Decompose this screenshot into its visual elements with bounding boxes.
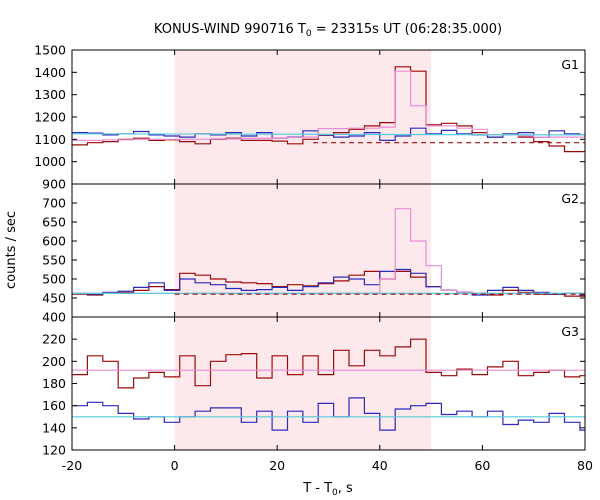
y-tick-label: 1000: [34, 154, 66, 169]
y-tick-label: 650: [42, 215, 66, 230]
panel-g1: 900 1000 1100 1200 1300 1400 1500 G1: [34, 43, 586, 192]
panel-g3: 120 140 160 180 200 220 G3: [42, 316, 586, 458]
y-tick-label: 600: [42, 234, 66, 249]
shaded-interval: [174, 317, 432, 450]
y-axis-label: counts / sec: [4, 211, 19, 289]
y-tick-label: 180: [42, 376, 66, 391]
series-dark-red-0: [72, 270, 585, 297]
x-axis-label: T - T0, s: [302, 481, 353, 498]
y-tick-label: 220: [42, 332, 66, 347]
x-tick-label: -20: [62, 458, 82, 473]
y-tick-label: 140: [42, 420, 66, 435]
series-dark-red-0: [72, 338, 585, 389]
shaded-interval: [174, 184, 432, 317]
x-tick-label: 60: [474, 458, 490, 473]
y-tick-label: 1500: [34, 43, 66, 58]
y-tick-label: 120: [42, 443, 66, 458]
y-tick-label: 1400: [34, 65, 66, 80]
y-tick-label: 550: [42, 253, 66, 268]
y-tick-label: 1200: [34, 110, 66, 125]
y-tick-label: 700: [42, 196, 66, 211]
y-tick-label: 160: [42, 398, 66, 413]
y-tick-label: 400: [42, 310, 66, 325]
x-tick-label: 80: [577, 458, 593, 473]
panel-label: G1: [561, 57, 579, 72]
panel-label: G2: [561, 191, 579, 206]
x-tick-label: 20: [269, 458, 285, 473]
chart-title: KONUS-WIND 990716 T0 = 23315s UT (06:28:…: [154, 22, 502, 39]
shaded-interval: [174, 50, 432, 184]
y-tick-label: 450: [42, 291, 66, 306]
y-tick-label: 1300: [34, 87, 66, 102]
y-tick-label: 500: [42, 272, 66, 287]
panel-g2: 400 450 500 550 600 650 700 G2: [42, 183, 586, 325]
series-blue-1: [72, 268, 585, 296]
y-tick-label: 200: [42, 354, 66, 369]
x-tick-label: 40: [372, 458, 388, 473]
panel-label: G3: [561, 324, 579, 339]
y-tick-label: 1100: [34, 132, 66, 147]
x-tick-label: 0: [171, 458, 179, 473]
series-cyan-3: [71, 133, 586, 136]
y-tick-label: 900: [42, 177, 66, 192]
